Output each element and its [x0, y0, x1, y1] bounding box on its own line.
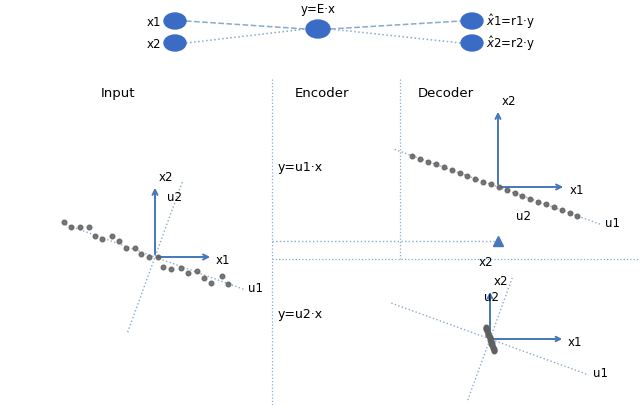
- Point: [84, 224, 94, 231]
- Point: [572, 213, 582, 220]
- Text: x2: x2: [502, 95, 516, 108]
- Ellipse shape: [306, 21, 330, 39]
- Text: $\hat{x}$2=r2·y: $\hat{x}$2=r2·y: [486, 34, 535, 53]
- Point: [482, 328, 492, 335]
- Text: u1: u1: [605, 217, 620, 230]
- Text: x1: x1: [570, 184, 584, 197]
- Text: u1: u1: [248, 281, 263, 294]
- Point: [483, 331, 493, 337]
- Point: [502, 188, 512, 194]
- Text: x2: x2: [479, 256, 493, 269]
- Text: x2: x2: [159, 171, 173, 183]
- Point: [548, 205, 559, 211]
- Point: [470, 176, 481, 183]
- Text: Input: Input: [100, 87, 135, 100]
- Point: [182, 270, 193, 276]
- Point: [198, 275, 209, 281]
- Point: [478, 179, 488, 185]
- Point: [158, 264, 168, 271]
- Point: [488, 345, 499, 351]
- Point: [489, 348, 499, 355]
- Point: [108, 233, 118, 239]
- Point: [483, 330, 493, 336]
- Point: [481, 326, 492, 333]
- Text: x1: x1: [568, 336, 582, 349]
- Point: [489, 347, 499, 354]
- Text: y=u1·x: y=u1·x: [278, 161, 323, 174]
- Text: u2: u2: [516, 209, 531, 222]
- Point: [488, 343, 498, 350]
- Point: [129, 245, 140, 251]
- Text: u2: u2: [484, 290, 499, 303]
- Point: [482, 327, 492, 334]
- Point: [120, 245, 131, 252]
- Point: [484, 337, 495, 343]
- Text: x2: x2: [147, 37, 161, 50]
- Point: [488, 346, 499, 352]
- Point: [487, 342, 497, 349]
- Text: y=u2·x: y=u2·x: [278, 308, 323, 321]
- Point: [223, 281, 233, 288]
- Point: [206, 280, 216, 286]
- Text: x2: x2: [494, 274, 509, 287]
- Point: [557, 207, 567, 214]
- Point: [175, 265, 186, 272]
- Text: u2: u2: [167, 190, 182, 203]
- Point: [541, 202, 551, 208]
- Ellipse shape: [461, 36, 483, 52]
- Point: [486, 339, 496, 345]
- Text: x1: x1: [216, 254, 230, 267]
- Point: [486, 341, 497, 347]
- Point: [481, 324, 491, 330]
- Point: [486, 338, 496, 344]
- Point: [136, 251, 147, 257]
- Point: [525, 196, 536, 202]
- Point: [493, 185, 504, 191]
- Point: [423, 159, 433, 165]
- Point: [217, 273, 227, 279]
- Text: Encoder: Encoder: [295, 87, 349, 100]
- Text: y=E·x: y=E·x: [301, 3, 335, 16]
- Point: [533, 199, 543, 205]
- Ellipse shape: [164, 36, 186, 52]
- Point: [486, 340, 497, 346]
- Point: [486, 182, 496, 188]
- Point: [481, 325, 491, 331]
- Point: [192, 268, 202, 275]
- Point: [509, 190, 520, 197]
- Text: $\hat{x}$1=r1·y: $\hat{x}$1=r1·y: [486, 13, 535, 32]
- Point: [114, 238, 124, 245]
- Point: [66, 224, 76, 230]
- Point: [144, 254, 154, 260]
- Text: Decoder: Decoder: [418, 87, 474, 100]
- Ellipse shape: [461, 14, 483, 30]
- Point: [97, 236, 108, 242]
- Point: [431, 162, 441, 168]
- Point: [408, 153, 418, 160]
- Point: [462, 173, 472, 180]
- Point: [415, 156, 426, 162]
- Point: [75, 224, 85, 231]
- Text: x1: x1: [147, 15, 161, 28]
- Point: [485, 334, 495, 341]
- Point: [454, 171, 465, 177]
- Point: [166, 266, 177, 273]
- Point: [484, 335, 495, 342]
- Point: [153, 254, 163, 261]
- Point: [59, 219, 69, 226]
- Point: [517, 193, 527, 200]
- Point: [483, 332, 493, 338]
- Point: [447, 168, 457, 174]
- Point: [90, 233, 100, 239]
- Point: [484, 333, 494, 339]
- Text: u1: u1: [593, 367, 607, 379]
- Point: [439, 165, 449, 171]
- Point: [564, 210, 575, 217]
- Ellipse shape: [164, 14, 186, 30]
